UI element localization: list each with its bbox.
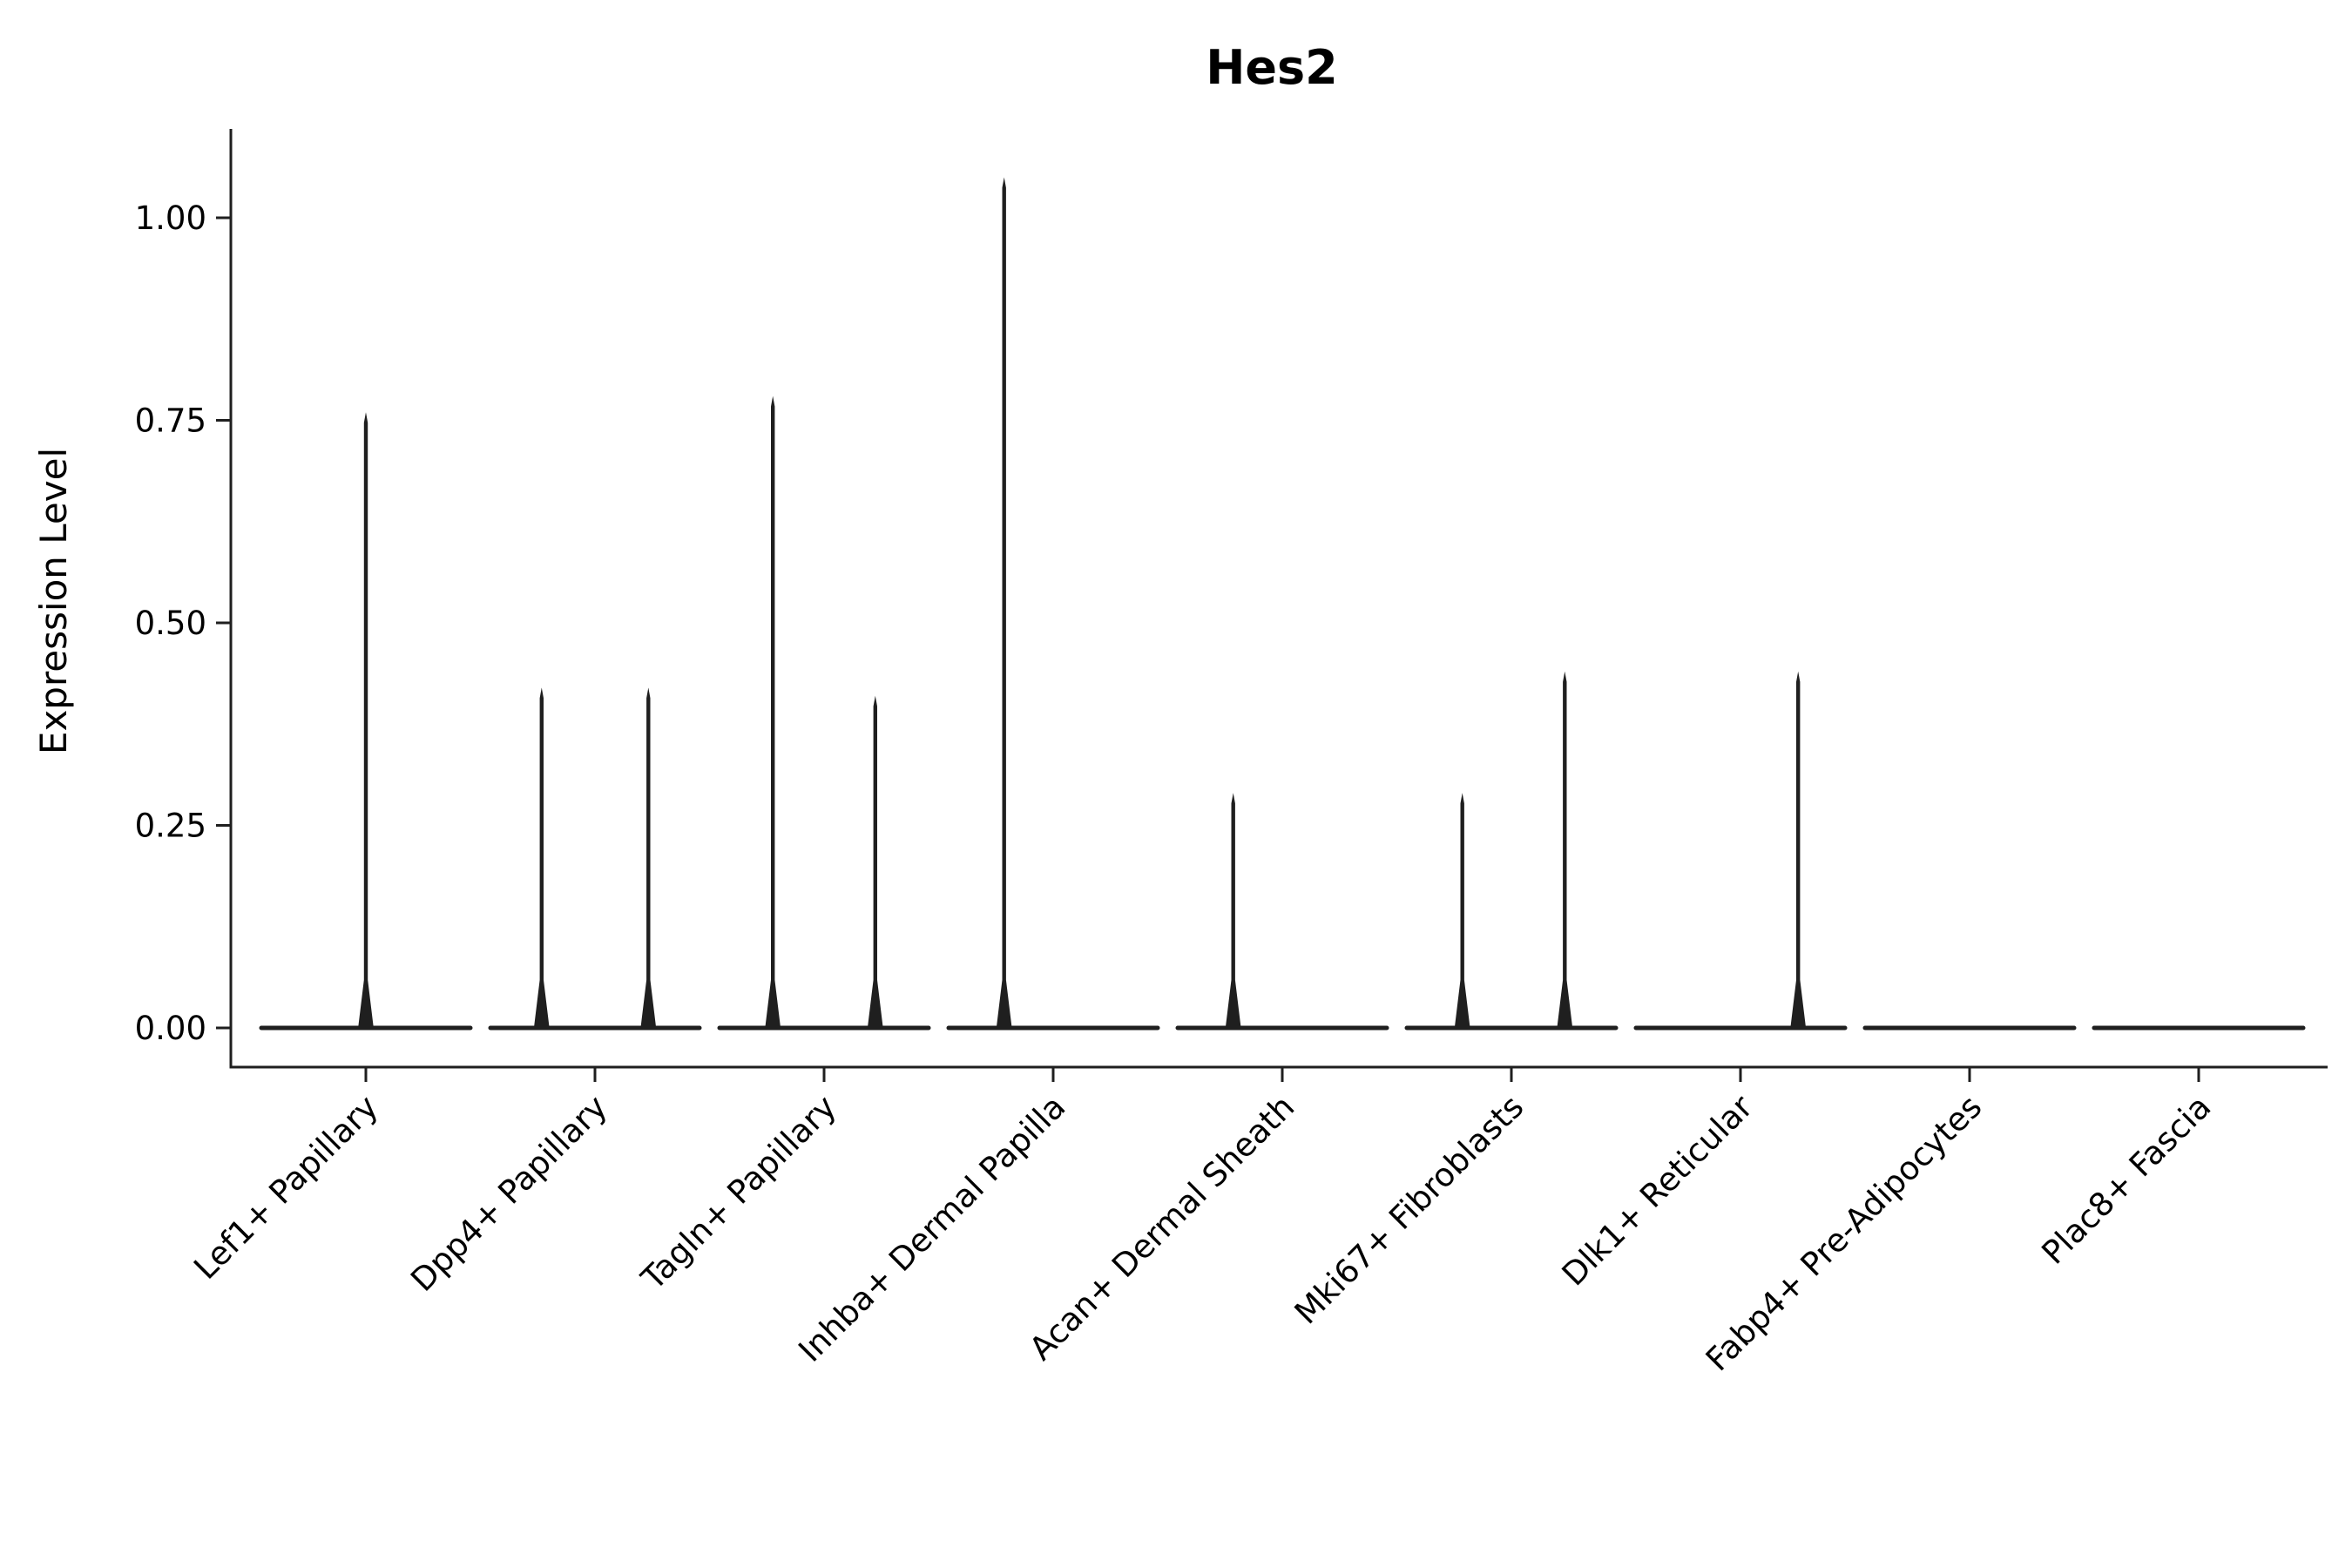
violin-spike [640,687,657,1029]
violin-baseline [1862,1025,2077,1031]
violin-baseline [488,1025,702,1031]
chart-title: Hes2 [1206,40,1338,95]
violin-6 [1404,671,1619,1031]
violin-spike [1790,671,1807,1029]
x-tick-label: Mki67+ Fibroblasts [1288,1088,1531,1332]
violin-spike [1225,793,1241,1029]
violin-5 [1175,793,1389,1031]
violin-9 [2092,1025,2306,1031]
axes: 0.00 0.25 0.50 0.75 1.00 Lef1+ Papillary Dpp4+… [135,129,2328,1378]
x-tick-label: Tagln+ Papillary [634,1088,844,1298]
violin-1 [259,412,473,1031]
x-tick-label: Lef1+ Papillary [186,1088,385,1287]
violin-baseline [1175,1025,1389,1031]
y-tick-label: 0.25 [135,808,206,845]
y-tick-label: 0.75 [135,402,206,440]
violins [259,177,2306,1031]
violin-baseline [717,1025,931,1031]
violin-7 [1633,671,1848,1031]
violin-3 [717,395,931,1031]
violin-spike [996,177,1012,1029]
violin-spike [533,687,550,1029]
y-tick-label: 0.50 [135,605,206,642]
x-tick-label: Plac8+ Fascia [2035,1088,2219,1272]
violin-baseline [946,1025,1160,1031]
x-tick-label: Dpp4+ Papillary [403,1088,614,1299]
violin-baseline [2092,1025,2306,1031]
x-tick-label: Acan+ Dermal Sheath [1022,1088,1301,1368]
violin-spike [1557,671,1573,1029]
y-axis-label: Expression Level [32,448,75,754]
violin-2 [488,687,702,1031]
violin-8 [1862,1025,2077,1031]
violin-spike [765,395,781,1030]
violin-spike [358,412,374,1029]
violin-baseline [1404,1025,1619,1031]
y-tick-label: 1.00 [135,199,206,237]
x-tick-label: Dlk1+ Reticular [1555,1087,1761,1293]
violin-spike [1454,793,1470,1029]
violin-baseline [1633,1025,1848,1031]
violin-spike [867,695,883,1029]
x-tick-label: Inhba+ Dermal Papilla [791,1088,1072,1369]
violin-4 [946,177,1160,1031]
y-tick-label: 0.00 [135,1010,206,1047]
